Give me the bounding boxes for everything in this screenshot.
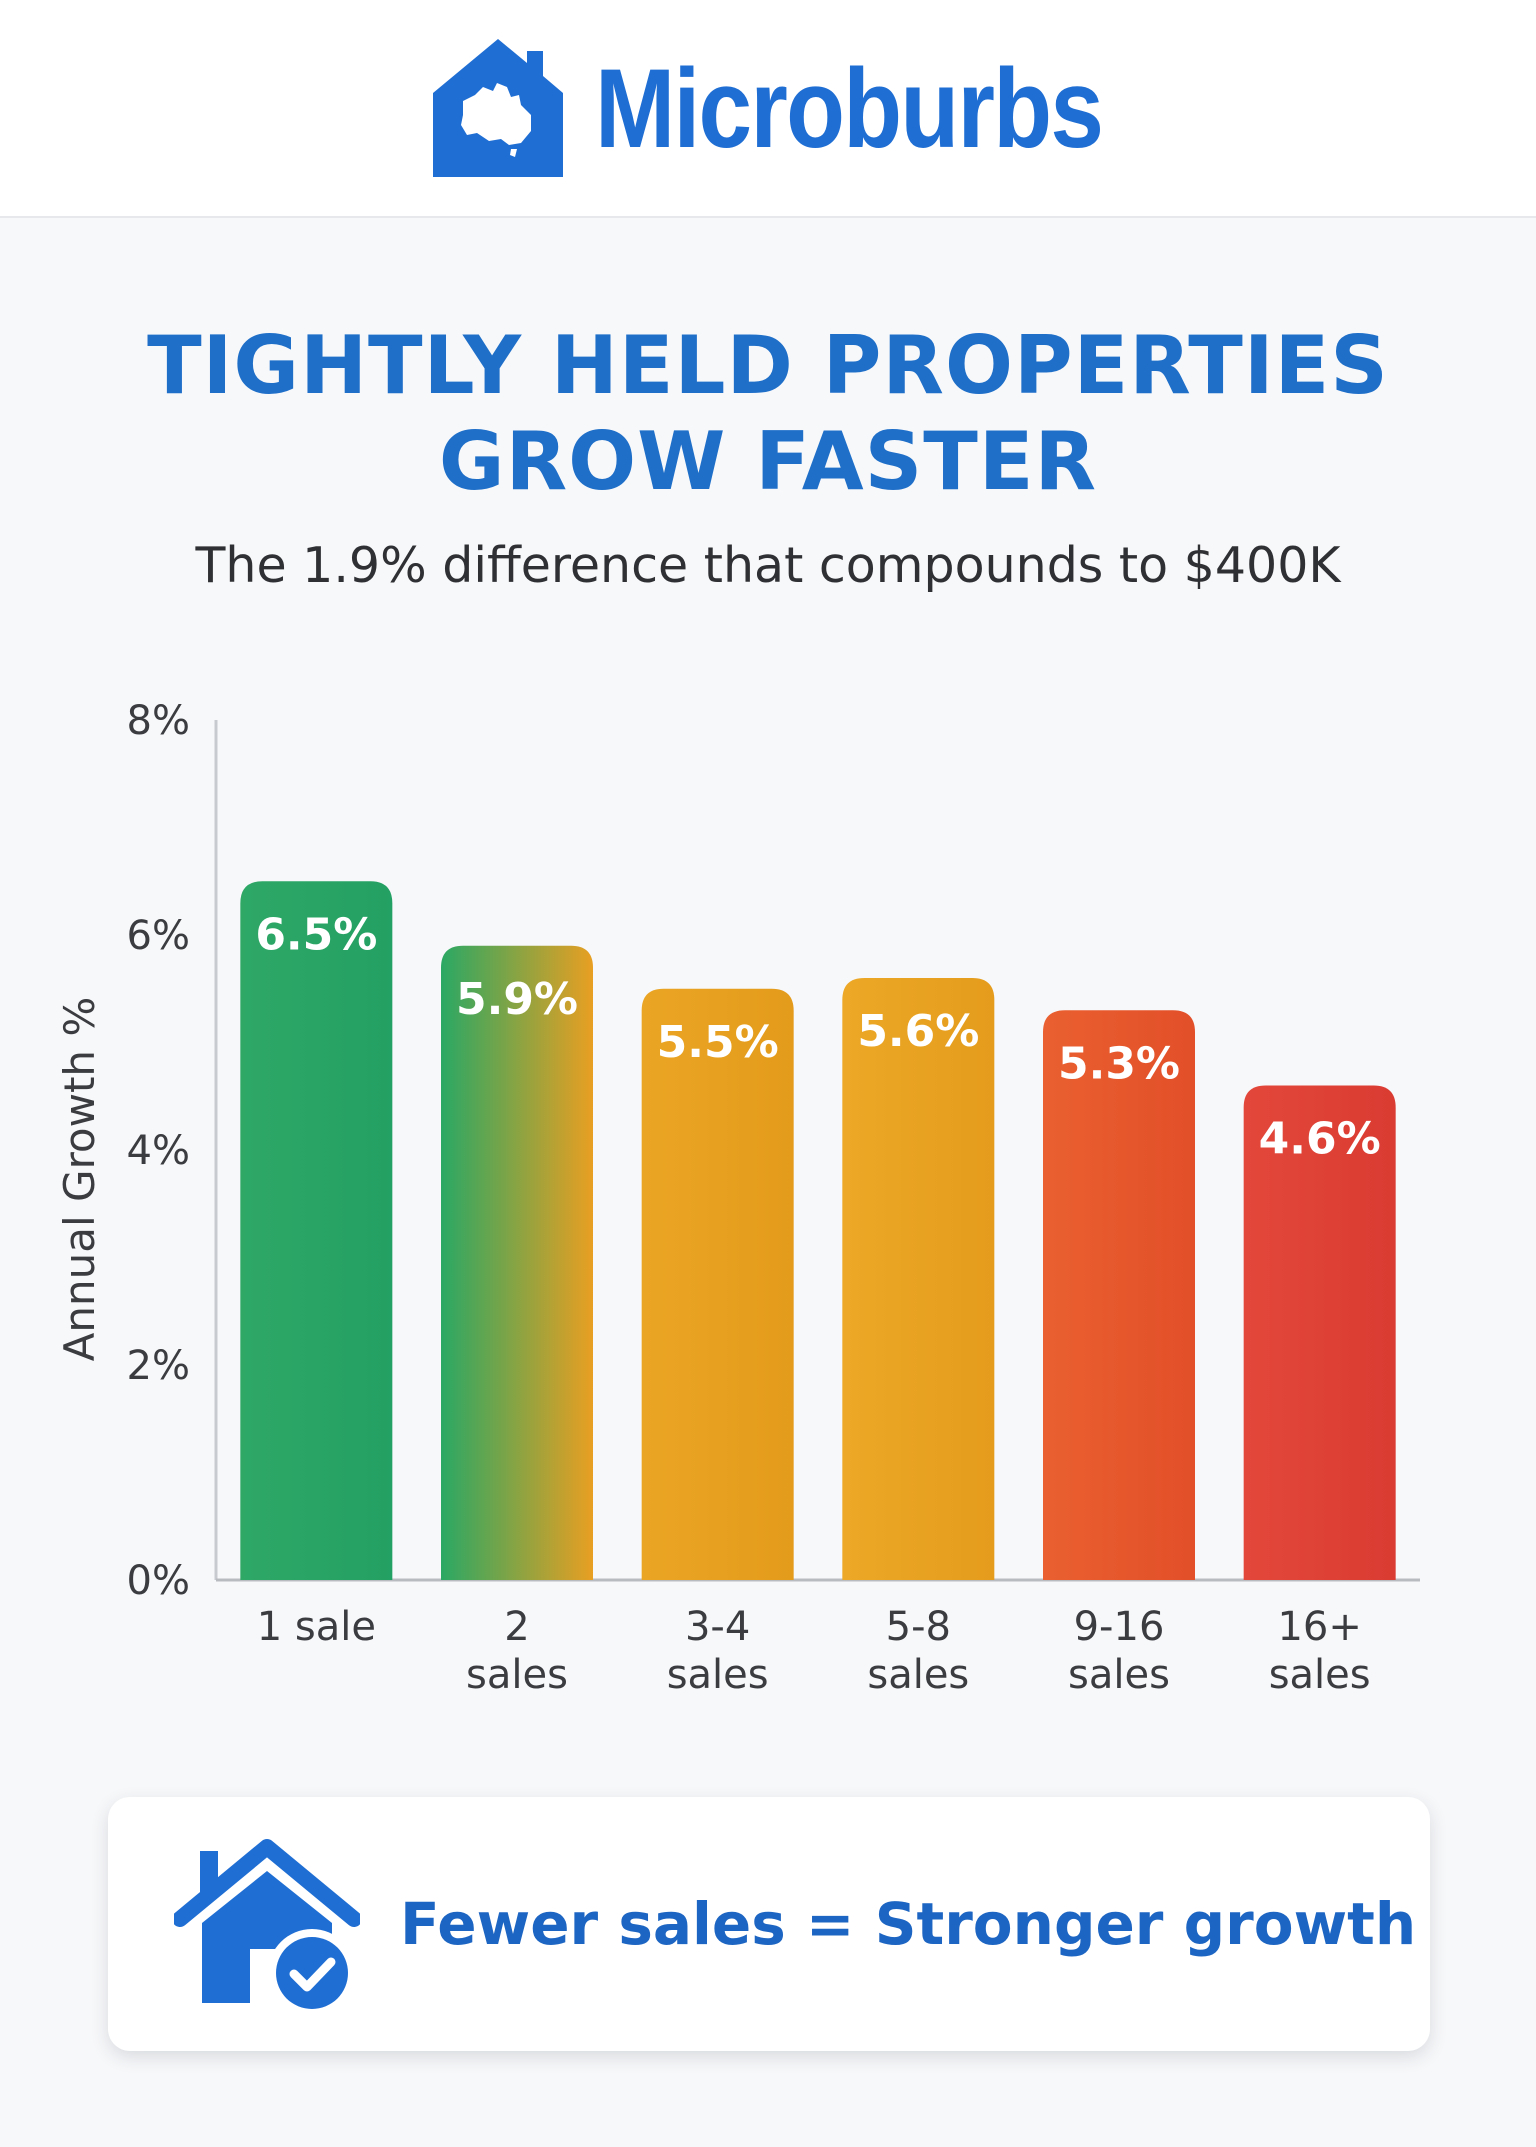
bar <box>441 945 593 1580</box>
bar-value-label: 4.6% <box>1259 1114 1381 1165</box>
x-tick-label: sales <box>1068 1652 1170 1698</box>
x-tick-label: sales <box>466 1652 568 1698</box>
bar <box>641 988 794 1580</box>
page-subtitle: The 1.9% difference that compounds to $4… <box>195 537 1341 594</box>
bar-value-label: 6.5% <box>255 909 377 960</box>
bar-value-label: 5.5% <box>657 1017 779 1068</box>
brand-logo[interactable]: Microburbs <box>431 35 1105 181</box>
x-tick-label: sales <box>1269 1652 1371 1698</box>
bar-value-label: 5.9% <box>456 974 578 1025</box>
x-tick-label: 9-16 <box>1074 1604 1165 1650</box>
brand-name: Microburbs <box>595 45 1104 171</box>
y-tick-label: 8% <box>127 698 190 744</box>
bar-value-label: 5.3% <box>1058 1038 1180 1089</box>
y-tick-label: 6% <box>127 913 190 959</box>
house-australia-icon <box>433 39 564 177</box>
header: Microburbs <box>0 0 1536 218</box>
x-tick-label: sales <box>667 1652 769 1698</box>
y-tick-label: 0% <box>127 1558 190 1604</box>
x-tick-label: 1 sale <box>257 1604 376 1650</box>
page-title-line-1: TIGHTLY HELD PROPERTIES <box>147 319 1389 412</box>
y-tick-label: 4% <box>127 1128 190 1174</box>
x-tick-label: 3-4 <box>685 1604 750 1650</box>
x-tick-label: sales <box>867 1652 969 1698</box>
house-check-icon <box>174 1839 360 2015</box>
bar <box>1243 1085 1396 1580</box>
bar <box>842 978 995 1580</box>
callout-card: Fewer sales = Stronger growth <box>108 1797 1430 2051</box>
x-tick-label: 2 <box>504 1604 529 1650</box>
bar <box>1043 1010 1195 1580</box>
bar <box>240 881 393 1580</box>
y-tick-label: 2% <box>127 1343 190 1389</box>
bar-value-label: 5.6% <box>857 1006 979 1057</box>
bar-chart: 0%2%4%6%8%6.5%1 sale5.9%2sales5.5%3-4sal… <box>127 698 1420 1698</box>
x-tick-label: 5-8 <box>886 1604 951 1650</box>
callout-text: Fewer sales = Stronger growth <box>400 1890 1417 1958</box>
y-axis-title: Annual Growth % <box>55 996 104 1362</box>
x-tick-label: 16+ <box>1277 1604 1361 1650</box>
page-title-line-2: GROW FASTER <box>438 415 1098 508</box>
